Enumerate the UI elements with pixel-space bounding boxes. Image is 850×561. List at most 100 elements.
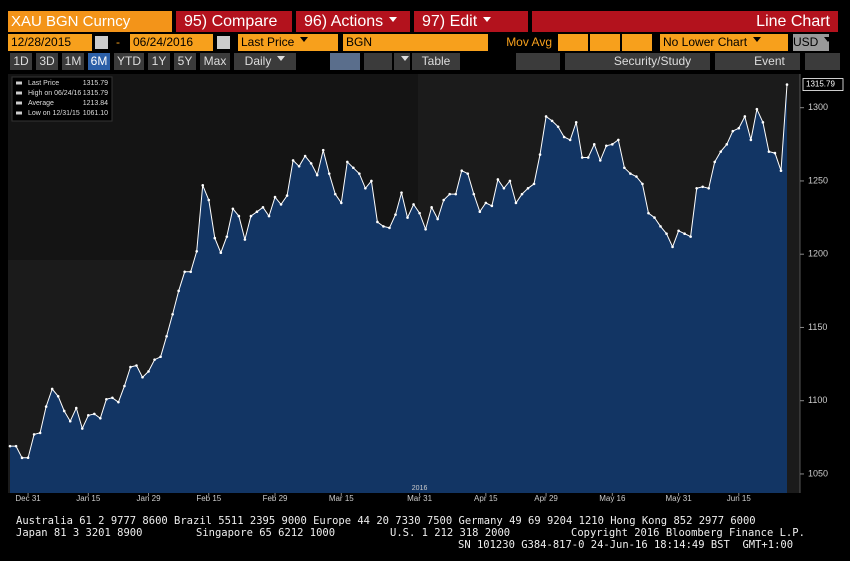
data-point <box>153 358 156 361</box>
last-price-label: 1315.79 <box>806 80 835 89</box>
y-tick-label: 1050 <box>808 468 828 478</box>
x-tick-label: Jun 15 <box>727 494 752 503</box>
security-study-button[interactable]: Security/Study <box>565 53 710 70</box>
settings-button[interactable] <box>805 53 840 70</box>
period-button[interactable]: 1Y <box>148 53 170 70</box>
data-point <box>255 210 259 214</box>
data-point <box>297 164 301 168</box>
data-point <box>574 121 578 124</box>
footer-serial: SN 101230 G384-817-0 24-Jun-16 18:14:49 … <box>458 539 794 551</box>
source-field[interactable]: BGN <box>343 34 488 51</box>
data-point <box>737 126 741 130</box>
chart-type[interactable]: Line Chart <box>532 11 838 32</box>
data-point <box>755 107 759 111</box>
footer-copyright: Copyright 2016 Bloomberg Finance L.P. <box>571 527 805 539</box>
footer-line: Australia 61 2 9777 8600 Brazil 5511 239… <box>16 515 756 527</box>
data-point <box>478 210 482 214</box>
period-button[interactable]: 5Y <box>174 53 196 70</box>
data-point <box>442 198 445 202</box>
x-tick-label: Jan 15 <box>76 494 101 503</box>
field-select[interactable]: Last Price <box>238 34 338 51</box>
data-point <box>695 186 698 190</box>
data-point <box>26 456 30 459</box>
period-button[interactable]: 1M <box>62 53 84 70</box>
period-button[interactable]: 1D <box>10 53 32 70</box>
data-point <box>267 214 271 218</box>
currency-select[interactable]: USD <box>793 34 829 51</box>
legend-label: High on 06/24/16 <box>28 90 81 97</box>
legend-value: 1213.84 <box>83 100 108 107</box>
data-point <box>279 203 283 206</box>
data-point <box>629 172 632 175</box>
legend-value: 1315.79 <box>83 80 108 87</box>
study-input[interactable] <box>558 34 588 51</box>
data-point <box>749 138 753 142</box>
last-price-tag <box>802 78 844 91</box>
period-button[interactable]: YTD <box>114 53 144 70</box>
line-style-button[interactable] <box>330 53 360 70</box>
period-button[interactable]: Max <box>200 53 230 70</box>
data-point <box>502 186 506 190</box>
data-point <box>207 198 211 202</box>
data-point <box>719 150 723 153</box>
footer-contact: U.S. 1 212 318 2000 <box>390 527 511 539</box>
data-point <box>339 201 343 205</box>
data-point <box>526 186 530 190</box>
data-point <box>358 172 361 175</box>
period-button[interactable]: 6M <box>88 53 110 70</box>
data-point <box>424 227 427 231</box>
data-point <box>99 416 102 420</box>
frequency-select[interactable]: Daily <box>234 53 296 70</box>
data-point <box>219 251 223 255</box>
data-point <box>327 172 331 175</box>
data-point <box>38 431 42 435</box>
edit-button[interactable]: 97) Edit <box>414 11 528 32</box>
year-label: 2016 <box>412 485 428 492</box>
data-point <box>74 406 78 410</box>
legend-swatch <box>16 111 22 115</box>
end-date[interactable]: 06/24/2016 <box>130 34 213 51</box>
data-point <box>773 151 777 155</box>
data-point <box>514 201 518 205</box>
calendar-icon[interactable] <box>95 36 108 49</box>
data-point <box>231 207 235 211</box>
data-point <box>532 182 536 186</box>
data-point <box>430 206 433 209</box>
event-button[interactable]: Event <box>715 53 800 70</box>
date-separator: - <box>116 35 120 49</box>
data-point <box>159 355 162 359</box>
compare-button[interactable]: 95) Compare <box>176 11 292 32</box>
legend-swatch <box>16 81 22 85</box>
data-point <box>129 365 132 369</box>
data-point <box>243 238 247 241</box>
data-point <box>201 184 205 187</box>
calendar-icon[interactable] <box>217 36 230 49</box>
table-button[interactable]: Table <box>412 53 460 70</box>
data-point <box>538 153 542 156</box>
back-button[interactable] <box>516 53 560 70</box>
data-point <box>68 419 72 423</box>
actions-button[interactable]: 96) Actions <box>296 11 410 32</box>
x-tick-label: Feb 29 <box>263 494 288 503</box>
security-box[interactable]: XAU BGN Curncy <box>8 11 172 32</box>
period-button[interactable]: 3D <box>36 53 58 70</box>
data-point <box>785 83 789 86</box>
study-input[interactable] <box>590 34 620 51</box>
study-input[interactable] <box>622 34 652 51</box>
data-point <box>333 192 337 196</box>
start-date[interactable]: 12/28/2015 <box>8 34 92 51</box>
data-point <box>105 397 108 401</box>
style-dropdown[interactable] <box>394 53 410 70</box>
data-point <box>508 179 512 183</box>
data-point <box>50 387 54 391</box>
y-tick-label: 1300 <box>808 102 828 112</box>
bar-style-button[interactable] <box>364 53 392 70</box>
data-point <box>544 115 548 118</box>
data-point <box>135 364 138 367</box>
lower-chart-select[interactable]: No Lower Chart <box>660 34 788 51</box>
data-point <box>592 143 596 146</box>
data-point <box>490 204 494 208</box>
x-tick-label: Mar 31 <box>407 494 432 503</box>
x-tick-label: May 31 <box>665 494 692 503</box>
